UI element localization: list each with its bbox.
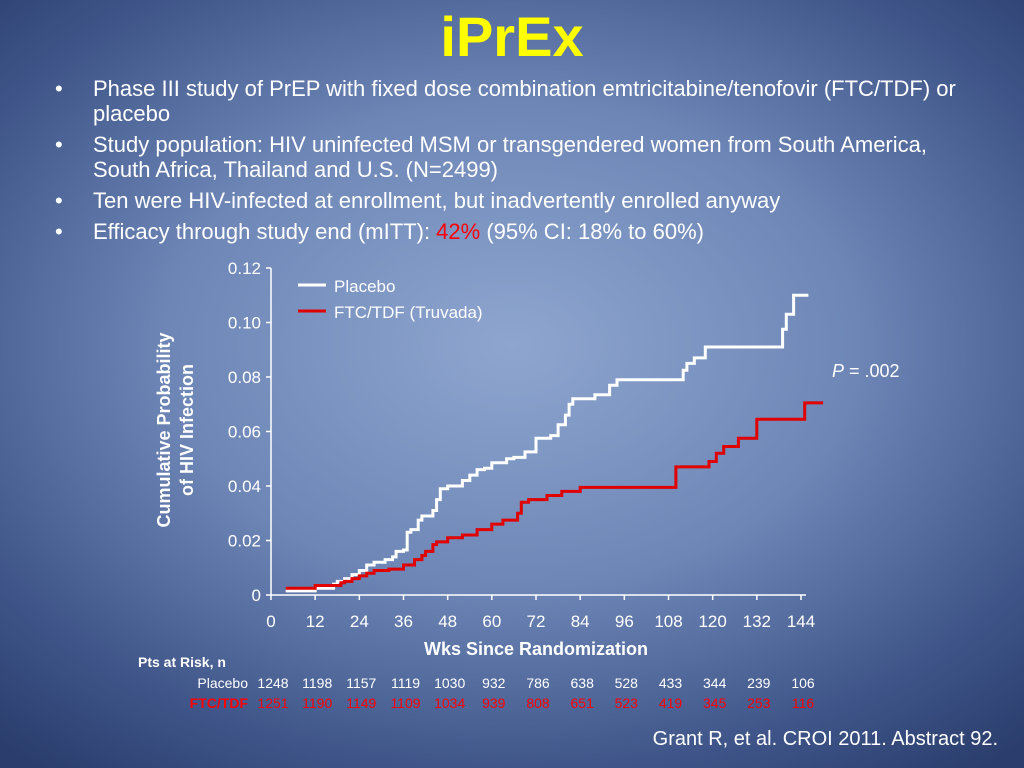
x-tick-label: 72 bbox=[527, 612, 546, 631]
x-tick-label: 24 bbox=[350, 612, 369, 631]
risk-cell: 808 bbox=[526, 695, 550, 711]
risk-cell: 1034 bbox=[434, 695, 466, 711]
p-value: P = .002 bbox=[832, 361, 900, 382]
risk-cell: 1248 bbox=[257, 675, 289, 691]
slide-title: iPrEx bbox=[440, 5, 584, 68]
risk-row-label: Placebo bbox=[197, 675, 248, 691]
x-tick-label: 96 bbox=[615, 612, 634, 631]
x-tick-label: 120 bbox=[698, 612, 726, 631]
risk-cell: 1198 bbox=[302, 675, 333, 691]
bullet-dot-icon: • bbox=[55, 188, 63, 213]
risk-cell: 528 bbox=[614, 675, 638, 691]
risk-cell: 1119 bbox=[390, 675, 421, 691]
bullet-item: • Efficacy through study end (mITT): 42% … bbox=[55, 219, 985, 244]
bullet-item: • Study population: HIV uninfected MSM or… bbox=[55, 132, 985, 182]
x-tick-label: 0 bbox=[266, 612, 275, 631]
risk-cell: 345 bbox=[703, 695, 727, 711]
bullet-text-suffix: (95% CI: 18% to 60%) bbox=[480, 219, 704, 244]
y-tick-label: 0.08 bbox=[228, 368, 261, 387]
risk-cell: 523 bbox=[614, 695, 638, 711]
y-axis-label-line-1: Cumulative Probability bbox=[154, 332, 174, 527]
risk-cell: 1030 bbox=[434, 675, 466, 691]
risk-row-label: FTC/TDF bbox=[189, 695, 248, 711]
risk-cell: 344 bbox=[703, 675, 727, 691]
y-tick-label: 0.02 bbox=[228, 532, 261, 551]
x-tick-label: 12 bbox=[306, 612, 325, 631]
x-tick-label: 36 bbox=[394, 612, 413, 631]
x-axis-label: Wks Since Randomization bbox=[424, 639, 648, 659]
risk-cell: 1190 bbox=[302, 695, 333, 711]
bullet-text: Phase III study of PrEP with fixed dose … bbox=[93, 76, 956, 126]
risk-cell: 786 bbox=[526, 675, 550, 691]
y-axis-label-line-2: of HIV Infection bbox=[177, 364, 197, 496]
risk-cell: 1109 bbox=[390, 695, 421, 711]
y-tick-label: 0.10 bbox=[228, 314, 261, 333]
bullet-dot-icon: • bbox=[55, 76, 63, 101]
risk-cell: 939 bbox=[482, 695, 506, 711]
risk-cell: 932 bbox=[482, 675, 506, 691]
bullet-text: Study population: HIV uninfected MSM or … bbox=[93, 132, 927, 182]
risk-cell: 419 bbox=[658, 695, 683, 711]
bullet-text: Efficacy through study end (mITT): bbox=[93, 219, 437, 244]
efficacy-value: 42% bbox=[436, 219, 481, 244]
risk-cell: 1251 bbox=[257, 695, 289, 711]
risk-cell: 1149 bbox=[346, 695, 377, 711]
legend-label: FTC/TDF (Truvada) bbox=[334, 303, 483, 322]
risk-cell: 253 bbox=[747, 695, 771, 711]
risk-cell: 116 bbox=[791, 695, 815, 711]
bullet-text: Ten were HIV-infected at enrollment, but… bbox=[93, 188, 781, 213]
x-tick-label: 132 bbox=[743, 612, 771, 631]
citation: Grant R, et al. CROI 2011. Abstract 92. bbox=[652, 728, 998, 750]
risk-cell: 239 bbox=[747, 675, 771, 691]
series-line-ftc bbox=[285, 401, 824, 590]
y-tick-label: 0.06 bbox=[228, 423, 261, 442]
p-value-number: = .002 bbox=[844, 361, 900, 381]
x-tick-label: 144 bbox=[787, 612, 815, 631]
risk-row-placebo: Placebo 1248 1198 1157 1119 1030 932 786 638 528… bbox=[0, 675, 1024, 693]
risk-cell: 106 bbox=[791, 675, 815, 691]
risk-cell: 1157 bbox=[346, 675, 377, 691]
bullet-dot-icon: • bbox=[55, 132, 63, 157]
risk-row-ftc: FTC/TDF 1251 1190 1149 1109 1034 939 808 651 523… bbox=[0, 695, 1024, 713]
bullet-list: • Phase III study of PrEP with fixed dose… bbox=[55, 76, 985, 250]
y-tick-label: 0.04 bbox=[228, 477, 261, 496]
bullet-item: • Ten were HIV-infected at enrollment, bu… bbox=[55, 188, 985, 213]
risk-cell: 433 bbox=[658, 675, 683, 691]
risk-cell: 651 bbox=[570, 695, 594, 711]
y-tick-label: 0.12 bbox=[228, 259, 261, 278]
x-tick-label: 84 bbox=[571, 612, 590, 631]
x-tick-label: 108 bbox=[654, 612, 682, 631]
risk-cell: 638 bbox=[570, 675, 594, 691]
p-value-symbol: P bbox=[832, 361, 845, 381]
bullet-dot-icon: • bbox=[55, 219, 63, 244]
series-line-placebo bbox=[285, 293, 809, 593]
x-tick-label: 48 bbox=[438, 612, 457, 631]
risk-table-title: Pts at Risk, n bbox=[138, 654, 226, 670]
bullet-item: • Phase III study of PrEP with fixed dose… bbox=[55, 76, 985, 126]
legend-label: Placebo bbox=[334, 277, 395, 296]
x-tick-label: 60 bbox=[482, 612, 501, 631]
y-tick-label: 0 bbox=[252, 586, 261, 605]
